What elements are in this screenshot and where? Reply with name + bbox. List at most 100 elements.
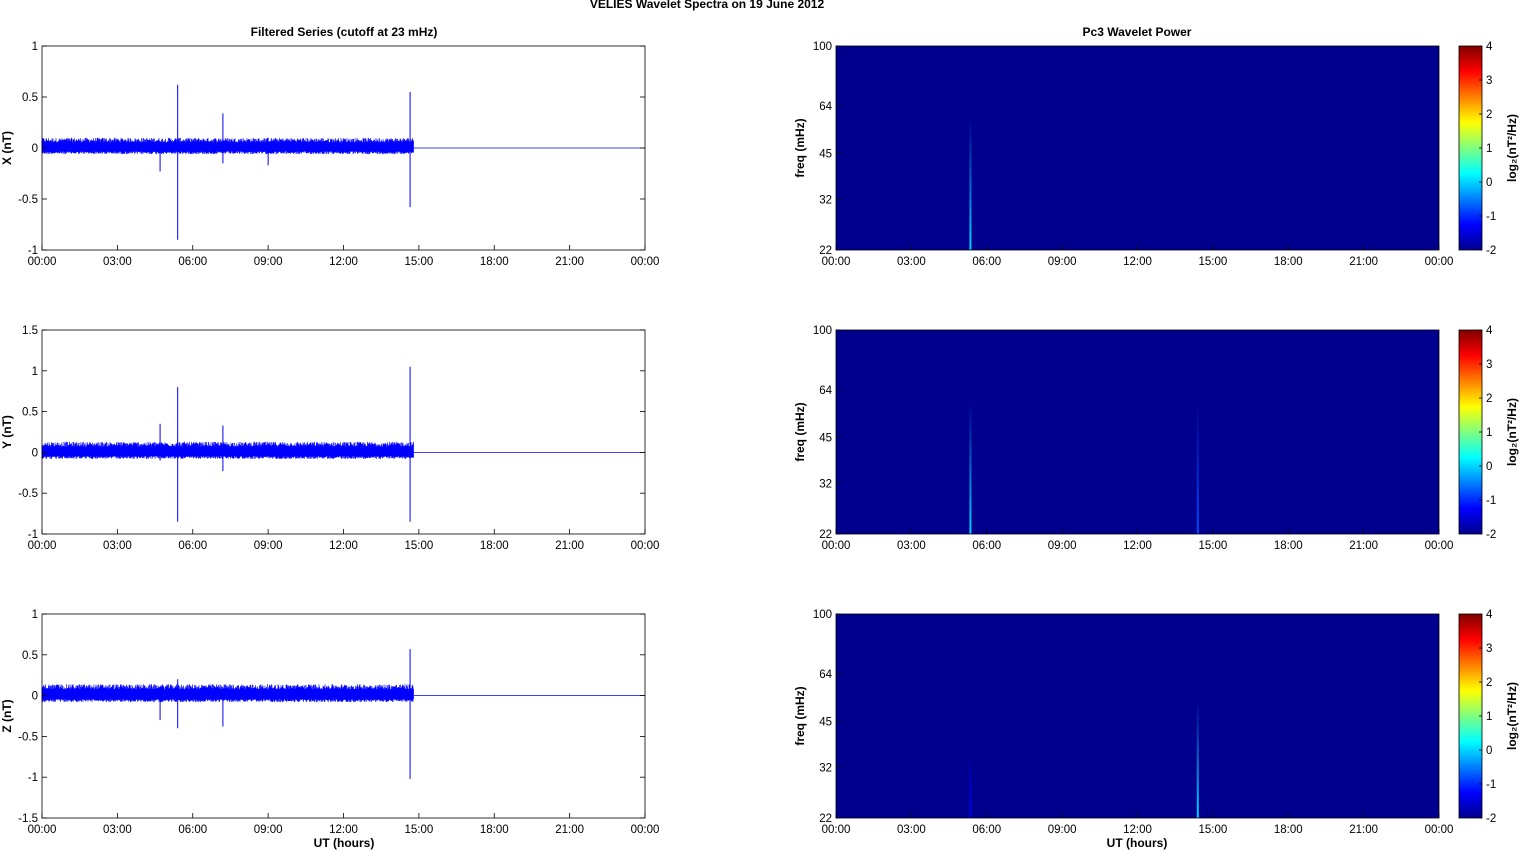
y-tick-label: 100 (813, 609, 832, 621)
colorbar-label: log₂(nT²/Hz) (1505, 398, 1519, 466)
y-tick-label: 45 (819, 717, 832, 729)
y-tick-label: -0.5 (18, 194, 38, 206)
x-tick-label: 15:00 (1198, 256, 1227, 268)
y-tick-label: -0.5 (18, 731, 38, 743)
x-tick-label: 09:00 (254, 540, 283, 552)
x-tick-label: 18:00 (480, 824, 509, 836)
y-tick-label: -1.5 (18, 813, 38, 825)
x-tick-label: 21:00 (1349, 824, 1378, 836)
y-tick-label: 32 (819, 763, 832, 775)
colorbar-tick-label: 3 (1486, 359, 1492, 371)
y-tick-label: 32 (819, 195, 832, 207)
x-tick-label: 06:00 (972, 540, 1001, 552)
x-tick-label: 12:00 (1123, 256, 1152, 268)
x-tick-label: 18:00 (1274, 540, 1303, 552)
heatmap-background (836, 614, 1439, 818)
x-tick-label: 15:00 (404, 540, 433, 552)
y-tick-label: 64 (819, 101, 832, 113)
colorbar-tick-label: -1 (1486, 495, 1496, 507)
y-tick-label: 0 (32, 143, 38, 155)
y-tick-label: -1 (28, 245, 38, 257)
y-tick-label: 0 (32, 691, 38, 703)
x-tick-label: 18:00 (1274, 256, 1303, 268)
figure-suptitle: VELIES Wavelet Spectra on 19 June 2012 (590, 0, 825, 11)
x-tick-label: 00:00 (28, 824, 57, 836)
y-tick-label: 0.5 (22, 407, 38, 419)
series-trace-band (41, 684, 414, 703)
x-tick-label: 09:00 (254, 256, 283, 268)
x-tick-label: 03:00 (897, 540, 926, 552)
x-tick-label: 03:00 (103, 256, 132, 268)
y-tick-label: 1 (32, 609, 38, 621)
y-tick-label: 0.5 (22, 92, 38, 104)
colorbar-tick-label: 0 (1486, 461, 1492, 473)
y-tick-label: 1.5 (22, 325, 38, 337)
x-tick-label: 00:00 (822, 824, 851, 836)
colorbar-tick-label: 4 (1486, 325, 1493, 337)
y-tick-label: -1 (28, 772, 38, 784)
x-tick-label: 21:00 (555, 256, 584, 268)
x-tick-label: 03:00 (103, 540, 132, 552)
x-tick-label: 15:00 (404, 824, 433, 836)
freq-axis-label: freq (mHz) (793, 402, 807, 461)
y-tick-label: 1 (32, 366, 38, 378)
x-tick-label: 06:00 (178, 540, 207, 552)
x-tick-label: 21:00 (555, 540, 584, 552)
x-tick-label: 03:00 (897, 256, 926, 268)
x-tick-label: 03:00 (103, 824, 132, 836)
colorbar-tick-label: 0 (1486, 177, 1492, 189)
heatmap-background (836, 330, 1439, 534)
filtered-series-panel-z: 1 0.5 0 -0.5 -1 -1.5 Z (nT) 00:00 03:00 06:00 09:0… (0, 609, 659, 836)
x-tick-label: 09:00 (1048, 540, 1077, 552)
colorbar-tick-label: 2 (1486, 393, 1492, 405)
y-tick-label: 45 (819, 149, 832, 161)
colorbar (1458, 45, 1483, 251)
series-trace-band (41, 137, 414, 155)
y-tick-label: 45 (819, 433, 832, 445)
x-tick-label: 00:00 (1425, 824, 1454, 836)
x-tick-label: 06:00 (972, 256, 1001, 268)
y-tick-label: 1 (32, 41, 38, 53)
left-xlabel: UT (hours) (314, 836, 375, 850)
plot-frame (41, 329, 646, 535)
x-tick-label: 00:00 (631, 256, 660, 268)
x-tick-label: 12:00 (329, 540, 358, 552)
heatmap-feature (969, 119, 972, 250)
colorbar-tick-label: 3 (1486, 75, 1492, 87)
y-axis-label: Z (nT) (0, 699, 14, 732)
x-tick-label: 21:00 (555, 824, 584, 836)
freq-axis-label: freq (mHz) (793, 686, 807, 745)
x-tick-label: 18:00 (480, 256, 509, 268)
freq-axis-label: freq (mHz) (793, 118, 807, 177)
y-tick-label: 100 (813, 325, 832, 337)
x-tick-label: 00:00 (822, 540, 851, 552)
x-tick-label: 09:00 (1048, 256, 1077, 268)
x-tick-label: 21:00 (1349, 256, 1378, 268)
colorbar-tick-label: 1 (1486, 143, 1492, 155)
x-tick-label: 09:00 (1048, 824, 1077, 836)
x-tick-label: 15:00 (1198, 824, 1227, 836)
x-tick-label: 03:00 (897, 824, 926, 836)
y-axis-label: Y (nT) (0, 415, 14, 449)
y-tick-label: 22 (819, 813, 832, 825)
heatmap-background (836, 46, 1439, 250)
colorbar-tick-label: -1 (1486, 211, 1496, 223)
x-tick-label: 06:00 (972, 824, 1001, 836)
x-tick-label: 21:00 (1349, 540, 1378, 552)
y-axis-label: X (nT) (0, 131, 14, 165)
x-tick-label: 15:00 (1198, 540, 1227, 552)
y-tick-label: 64 (819, 669, 832, 681)
plot-frame (41, 613, 646, 819)
x-tick-label: 00:00 (28, 256, 57, 268)
colorbar-tick-label: 1 (1486, 427, 1492, 439)
y-tick-label: 22 (819, 529, 832, 541)
y-tick-label: -1 (28, 529, 38, 541)
y-tick-label: 0.5 (22, 650, 38, 662)
heatmap-feature (1196, 702, 1199, 818)
y-tick-label: 0 (32, 447, 38, 459)
x-tick-label: 00:00 (28, 540, 57, 552)
colorbar (1458, 329, 1483, 535)
x-tick-label: 12:00 (1123, 540, 1152, 552)
